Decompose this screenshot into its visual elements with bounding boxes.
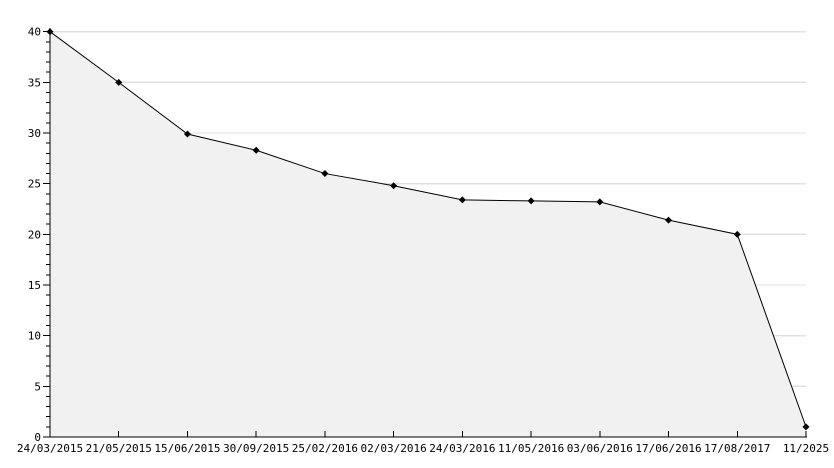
markers-layer xyxy=(46,28,810,431)
data-point-marker xyxy=(321,170,329,178)
data-point-marker xyxy=(458,196,466,204)
x-axis-label: 30/09/2015 xyxy=(223,442,289,455)
data-point-marker xyxy=(596,198,604,206)
data-point-marker xyxy=(115,78,123,86)
y-axis-label: 0 xyxy=(34,431,41,444)
data-point-marker xyxy=(802,423,810,431)
x-axis-label: 11/05/2016 xyxy=(498,442,564,455)
y-axis-label: 15 xyxy=(28,279,41,292)
y-axis-label: 10 xyxy=(28,330,41,343)
line-layer xyxy=(49,31,807,428)
y-axis-label: 40 xyxy=(28,26,41,39)
x-axis-label: 25/02/2016 xyxy=(292,442,358,455)
x-axis-labels: 24/03/2015 21/05/2015 15/06/2015 30/09/2015… xyxy=(17,442,829,455)
y-axis-label: 5 xyxy=(34,380,41,393)
y-axis-label: 20 xyxy=(28,228,41,241)
data-line xyxy=(49,31,807,428)
y-axis-labels: 0 5 10 15 20 25 30 35 40 xyxy=(28,26,41,444)
area-fill xyxy=(50,31,806,437)
x-axis-label: 03/06/2016 xyxy=(567,442,633,455)
ticks-layer xyxy=(43,31,807,438)
area-fill-layer xyxy=(50,31,806,437)
data-point-marker xyxy=(390,182,398,190)
data-point-marker xyxy=(733,230,741,238)
y-axis-label: 30 xyxy=(28,127,41,140)
data-point-marker xyxy=(183,130,191,138)
data-point-marker xyxy=(527,197,535,205)
x-axis-label: 02/03/2016 xyxy=(361,442,427,455)
x-axis-label: 24/03/2016 xyxy=(429,442,495,455)
y-axis-label: 25 xyxy=(28,178,41,191)
y-axis-label: 35 xyxy=(28,76,41,89)
data-point-marker xyxy=(252,146,260,154)
x-axis-label: 21/05/2015 xyxy=(86,442,152,455)
axes-layer xyxy=(49,28,807,438)
x-axis-label: 17/08/2017 xyxy=(704,442,770,455)
x-axis-label: 11/2025 xyxy=(783,442,829,455)
data-point-marker xyxy=(665,216,673,224)
x-axis-label: 24/03/2015 xyxy=(17,442,83,455)
x-axis-label: 17/06/2016 xyxy=(635,442,701,455)
x-axis-label: 15/06/2015 xyxy=(154,442,220,455)
